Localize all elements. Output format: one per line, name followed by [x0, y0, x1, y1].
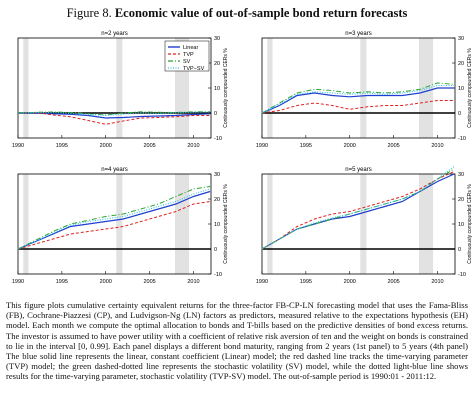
series-line-linear	[18, 112, 211, 119]
x-tick-label: 2010	[431, 143, 443, 149]
series-line-sv	[17, 111, 211, 116]
y-axis-label: Continuously compounded CERs %	[467, 184, 473, 264]
y-axis-label: Continuously compounded CERs %	[223, 184, 229, 264]
y-tick-label: 30	[214, 36, 220, 42]
y-tick-label: 20	[458, 197, 464, 203]
x-tick-label: 1995	[56, 279, 68, 285]
series-line-tvp	[261, 171, 455, 250]
x-tick-label: 2005	[387, 143, 399, 149]
y-tick-label: -10	[214, 272, 222, 278]
x-tick-label: 1990	[256, 279, 268, 285]
y-tick-label: 10	[458, 222, 464, 228]
x-tick-label: 2000	[344, 279, 356, 285]
x-tick-label: 2010	[431, 279, 443, 285]
x-tick-label: 2000	[100, 279, 112, 285]
y-tick-label: 0	[214, 111, 217, 117]
recession-band	[419, 174, 434, 274]
recession-band	[23, 174, 29, 274]
y-tick-label: 10	[214, 222, 220, 228]
y-tick-label: 30	[458, 172, 464, 178]
chart-panel-2: 1990 1995 2000 2005 2010 -10 0 10 20 30Continuous…	[256, 31, 473, 149]
series-line-tvp-sv	[261, 166, 455, 250]
legend-box	[164, 40, 210, 72]
y-tick-label: 10	[214, 86, 220, 92]
series-line-tvp-sv	[17, 188, 211, 250]
panel-title: n=4 years	[101, 167, 128, 173]
recession-band	[116, 174, 123, 274]
panel-title: n=5 years	[345, 167, 372, 173]
x-tick-label: 1995	[300, 279, 312, 285]
recession-band	[360, 38, 367, 138]
y-tick-label: 30	[214, 172, 220, 178]
figure-label: Figure 8.	[66, 6, 112, 20]
chart-panel-1: 1990 1995 2000 2005 2010 -10 0 10 20 30Continuous…	[12, 31, 229, 149]
series-line-linear	[261, 87, 455, 114]
y-tick-label: -10	[214, 136, 222, 142]
x-tick-label: 2010	[187, 279, 199, 285]
x-tick-label: 1995	[56, 143, 68, 149]
x-tick-label: 1995	[300, 143, 312, 149]
legend-entry: Linear	[183, 45, 198, 51]
x-tick-label: 1990	[256, 143, 268, 149]
series-line-tvp	[17, 201, 211, 250]
y-tick-label: 30	[458, 36, 464, 42]
recession-band	[267, 174, 273, 274]
y-axis-label: Continuously compounded CERs %	[467, 48, 473, 128]
y-tick-label: -10	[458, 272, 466, 278]
series-line-tvp	[17, 111, 211, 125]
y-axis-label: Continuously compounded CERs %	[223, 48, 229, 128]
panel-title: n=2 years	[101, 31, 128, 37]
x-tick-label: 2010	[187, 143, 199, 149]
series-line-sv	[17, 186, 211, 250]
chart-panel-3: 1990 1995 2000 2005 2010 -10 0 10 20 30Continuous…	[12, 167, 229, 285]
recession-band	[267, 38, 273, 138]
x-tick-label: 1990	[12, 143, 24, 149]
x-tick-label: 2000	[100, 143, 112, 149]
y-tick-label: 0	[458, 247, 461, 253]
recession-band	[419, 38, 434, 138]
y-tick-label: 0	[458, 111, 461, 117]
y-tick-label: -10	[458, 136, 466, 142]
series-line-linear	[17, 190, 211, 250]
chart-panel-4: 1990 1995 2000 2005 2010 -10 0 10 20 30Continuous…	[256, 166, 473, 285]
y-tick-label: 20	[214, 197, 220, 203]
figure-title: Figure 8. Economic value of out-of-sampl…	[0, 6, 474, 21]
recession-band	[175, 174, 190, 274]
chart-grid: 1990 1995 2000 2005 2010-100102030Continuous…	[12, 31, 473, 285]
series-line-tvp	[261, 100, 455, 114]
y-tick-label: 20	[214, 61, 220, 67]
y-tick-label: 0	[214, 247, 217, 253]
panel-title: n=3 years	[345, 31, 372, 37]
y-tick-label: 10	[458, 86, 464, 92]
recession-band	[23, 38, 29, 138]
x-tick-label: 1990	[12, 279, 24, 285]
y-tick-label: 20	[458, 61, 464, 67]
legend-entry: TVP	[183, 52, 194, 58]
figure-caption: This figure plots cumulative certainty e…	[6, 300, 468, 382]
x-tick-label: 2005	[143, 279, 155, 285]
x-tick-label: 2005	[387, 279, 399, 285]
x-tick-label: 2005	[143, 143, 155, 149]
figure-heading: Economic value of out-of-sample bond ret…	[114, 6, 408, 20]
legend-entry: TVP−SV	[183, 66, 205, 72]
legend-entry: SV	[183, 59, 191, 65]
recession-band	[116, 38, 123, 138]
x-tick-label: 2000	[344, 143, 356, 149]
recession-band	[360, 174, 367, 274]
series-line-sv	[261, 82, 455, 114]
